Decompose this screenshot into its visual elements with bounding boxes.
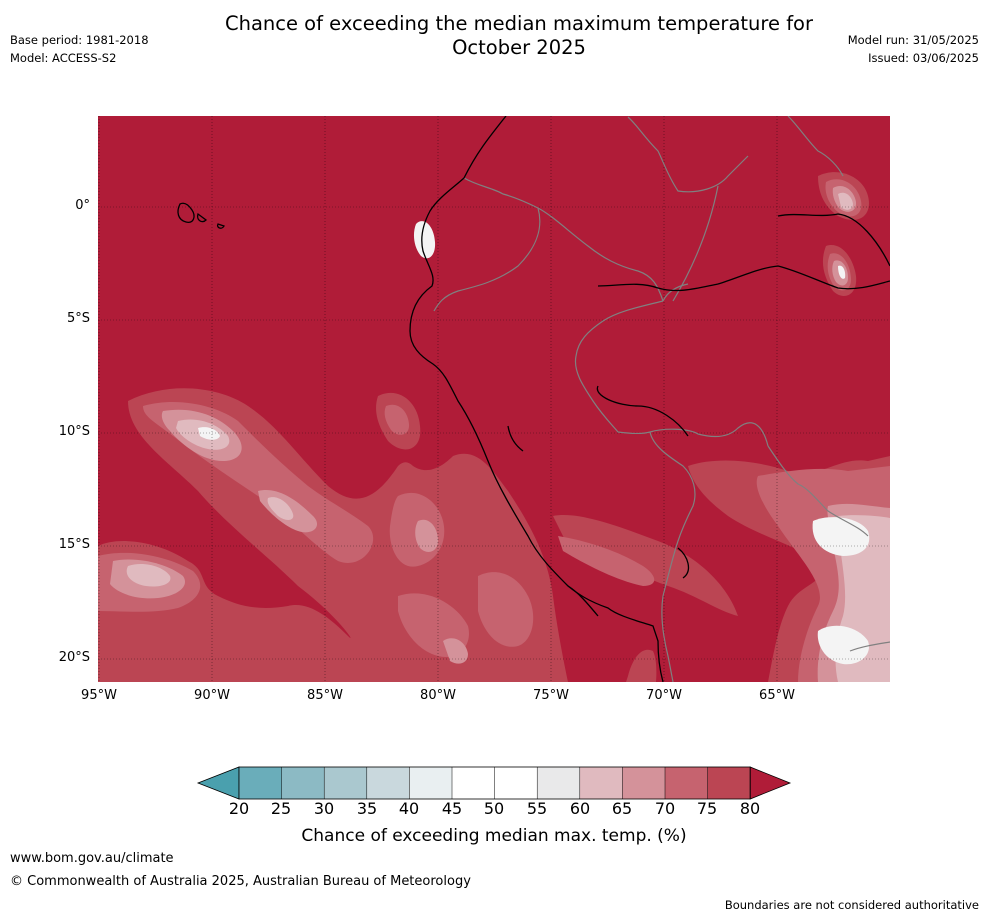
colorbar-cell — [324, 767, 367, 799]
meta-right: Model run: 31/05/2025 Issued: 03/06/2025 — [848, 31, 979, 67]
lat-label-0: 0° — [75, 198, 90, 213]
colorbar-tick-75: 75 — [696, 799, 718, 818]
colorbar-tick-25: 25 — [270, 799, 292, 818]
lat-label-10s: 10°S — [58, 424, 90, 439]
colorbar-tick-55: 55 — [526, 799, 548, 818]
colorbar — [196, 766, 792, 800]
meta-left: Base period: 1981-2018 Model: ACCESS-S2 — [10, 31, 149, 67]
colorbar-cell — [366, 767, 410, 799]
colorbar-cell — [537, 767, 580, 799]
colorbar-tick-30: 30 — [313, 799, 335, 818]
graticule — [98, 116, 890, 682]
lon-label-80w: 80°W — [420, 688, 456, 703]
lon-label-95w: 95°W — [81, 688, 117, 703]
colorbar-cell — [281, 767, 325, 799]
copyright-text: © Commonwealth of Australia 2025, Austra… — [10, 874, 471, 889]
forecast-map — [98, 116, 890, 682]
colorbar-tick-35: 35 — [356, 799, 378, 818]
colorbar-tick-70: 70 — [654, 799, 676, 818]
colorbar-tick-50: 50 — [483, 799, 505, 818]
lat-label-15s: 15°S — [58, 537, 90, 552]
colorbar-tick-65: 65 — [611, 799, 633, 818]
map-title: Chance of exceeding the median maximum t… — [160, 12, 878, 60]
title-line-1: Chance of exceeding the median maximum t… — [224, 12, 814, 35]
lat-label-20s: 20°S — [58, 650, 90, 665]
colorbar-tick-20: 20 — [228, 799, 250, 818]
country-borders — [433, 116, 890, 682]
colorbar-tick-80: 80 — [739, 799, 761, 818]
lon-label-75w: 75°W — [533, 688, 569, 703]
lat-label-5s: 5°S — [66, 311, 90, 326]
colorbar-cell — [239, 767, 282, 799]
colorbar-cell — [665, 767, 708, 799]
colorbar-cell — [452, 767, 495, 799]
colorbar-cell — [707, 767, 751, 799]
colorbar-extend-low — [196, 766, 240, 800]
colorbar-tick-40: 40 — [398, 799, 420, 818]
coastline — [177, 116, 890, 682]
colorbar-title: Chance of exceeding median max. temp. (%… — [301, 826, 687, 846]
colorbar-cell — [622, 767, 665, 799]
title-line-2: October 2025 — [452, 36, 586, 59]
lon-label-85w: 85°W — [307, 688, 343, 703]
disclaimer-text: Boundaries are not considered authoritat… — [724, 898, 979, 912]
colorbar-cell — [579, 767, 623, 799]
issued-date: Issued: 03/06/2025 — [868, 51, 979, 65]
model-name: Model: ACCESS-S2 — [10, 51, 117, 65]
colorbar-cell — [494, 767, 538, 799]
colorbar-tick-45: 45 — [441, 799, 463, 818]
lon-label-70w: 70°W — [646, 688, 682, 703]
colorbar-cells — [196, 766, 792, 800]
model-run: Model run: 31/05/2025 — [847, 33, 979, 47]
lon-label-65w: 65°W — [759, 688, 795, 703]
lon-label-90w: 90°W — [194, 688, 230, 703]
colorbar-cell — [409, 767, 452, 799]
website-link[interactable]: www.bom.gov.au/climate — [10, 851, 174, 866]
colorbar-extend-high — [749, 766, 792, 800]
colorbar-tick-60: 60 — [569, 799, 591, 818]
base-period: Base period: 1981-2018 — [10, 33, 149, 47]
